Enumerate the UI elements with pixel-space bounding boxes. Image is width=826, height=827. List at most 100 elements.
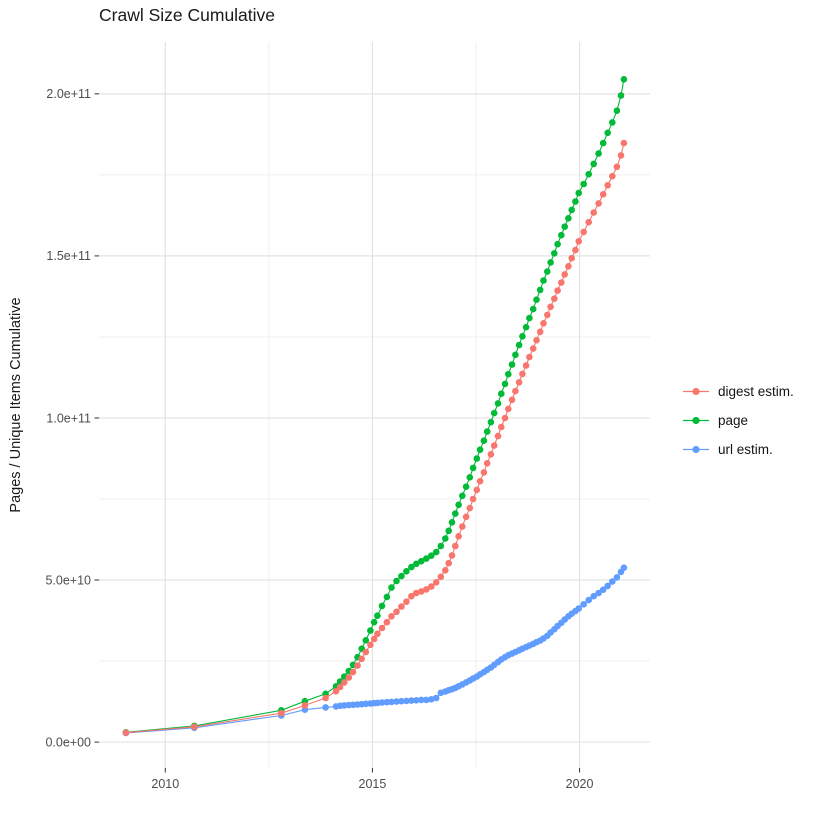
legend-item-digest-estim: digest estim.: [683, 377, 794, 406]
data-point: [620, 564, 628, 571]
data-point: [469, 495, 477, 503]
data-point: [437, 542, 445, 550]
data-point: [459, 492, 466, 500]
data-point: [345, 674, 353, 681]
data-point: [393, 577, 400, 585]
data-point: [505, 370, 512, 378]
data-point: [122, 729, 130, 736]
data-point: [445, 527, 453, 535]
data-point: [487, 451, 495, 458]
data-point: [498, 423, 505, 431]
data-point: [469, 464, 477, 472]
data-point: [590, 160, 597, 168]
data-point: [383, 618, 391, 626]
data-point: [494, 432, 502, 440]
data-point: [585, 218, 592, 226]
data-point: [554, 287, 561, 294]
data-point: [378, 602, 386, 610]
data-point: [403, 598, 410, 605]
data-point: [466, 474, 474, 481]
data-point: [408, 697, 415, 704]
data-point: [413, 560, 420, 568]
data-point: [580, 180, 587, 188]
data-point: [448, 519, 456, 526]
x-tick-label: 2010: [151, 777, 179, 791]
data-point: [580, 601, 587, 608]
data-point: [599, 586, 607, 593]
data-point: [595, 589, 602, 597]
data-point: [609, 119, 616, 126]
data-point: [370, 635, 378, 643]
data-point: [445, 559, 453, 567]
data-point: [568, 206, 575, 214]
series-digest-estim: [122, 139, 628, 736]
legend-item-page: page: [683, 406, 794, 435]
data-point: [620, 76, 628, 83]
data-point: [403, 568, 410, 575]
data-point: [494, 400, 502, 407]
data-point: [501, 414, 509, 422]
data-point: [568, 254, 575, 262]
data-point: [428, 552, 435, 559]
data-point: [599, 139, 607, 147]
data-point: [522, 362, 530, 369]
data-point: [526, 353, 533, 361]
data-point: [473, 486, 481, 494]
data-point: [533, 336, 540, 344]
x-tick-label: 2015: [359, 777, 387, 791]
data-point: [590, 592, 597, 600]
legend-key-dot: [692, 387, 700, 396]
data-point: [398, 697, 405, 705]
x-tick-label: 2020: [566, 777, 594, 791]
data-point: [301, 702, 309, 709]
data-point: [452, 542, 459, 550]
data-point: [367, 641, 374, 649]
data-point: [423, 586, 430, 593]
data-point: [322, 694, 329, 702]
data-point: [388, 698, 395, 706]
data-point: [522, 323, 530, 331]
data-point: [565, 263, 572, 270]
data-point: [533, 296, 540, 304]
data-point: [585, 596, 592, 604]
data-point: [572, 198, 579, 205]
data-point: [544, 268, 551, 275]
data-point: [432, 694, 440, 702]
data-point: [423, 696, 430, 704]
data-point: [575, 605, 582, 612]
data-point: [432, 579, 440, 586]
data-point: [362, 648, 370, 656]
data-point: [540, 277, 547, 284]
data-point: [403, 697, 410, 705]
data-point: [515, 341, 523, 349]
data-point: [536, 328, 544, 336]
data-point: [547, 303, 554, 311]
gridlines-major: [99, 42, 650, 768]
data-point: [604, 582, 611, 590]
data-point: [370, 618, 378, 626]
data-point: [480, 469, 488, 476]
data-point: [599, 191, 607, 198]
data-point: [487, 418, 495, 426]
data-point: [501, 380, 509, 388]
data-point: [540, 320, 547, 327]
data-point: [378, 699, 386, 706]
data-point: [551, 295, 558, 303]
data-point: [554, 240, 561, 248]
data-point: [442, 535, 449, 542]
legend-label-digest-estim: digest estim.: [718, 384, 794, 399]
data-point: [551, 250, 558, 257]
data-point: [561, 271, 568, 278]
data-point: [418, 588, 425, 595]
gridlines-minor: [99, 42, 650, 768]
data-point: [462, 483, 470, 491]
data-point: [604, 129, 611, 137]
data-point: [455, 501, 462, 509]
data-point: [191, 723, 198, 731]
data-point: [558, 279, 565, 286]
data-point: [459, 523, 466, 530]
data-point: [354, 662, 361, 669]
data-point: [572, 246, 579, 254]
data-point: [617, 152, 625, 159]
data-point: [448, 552, 456, 559]
